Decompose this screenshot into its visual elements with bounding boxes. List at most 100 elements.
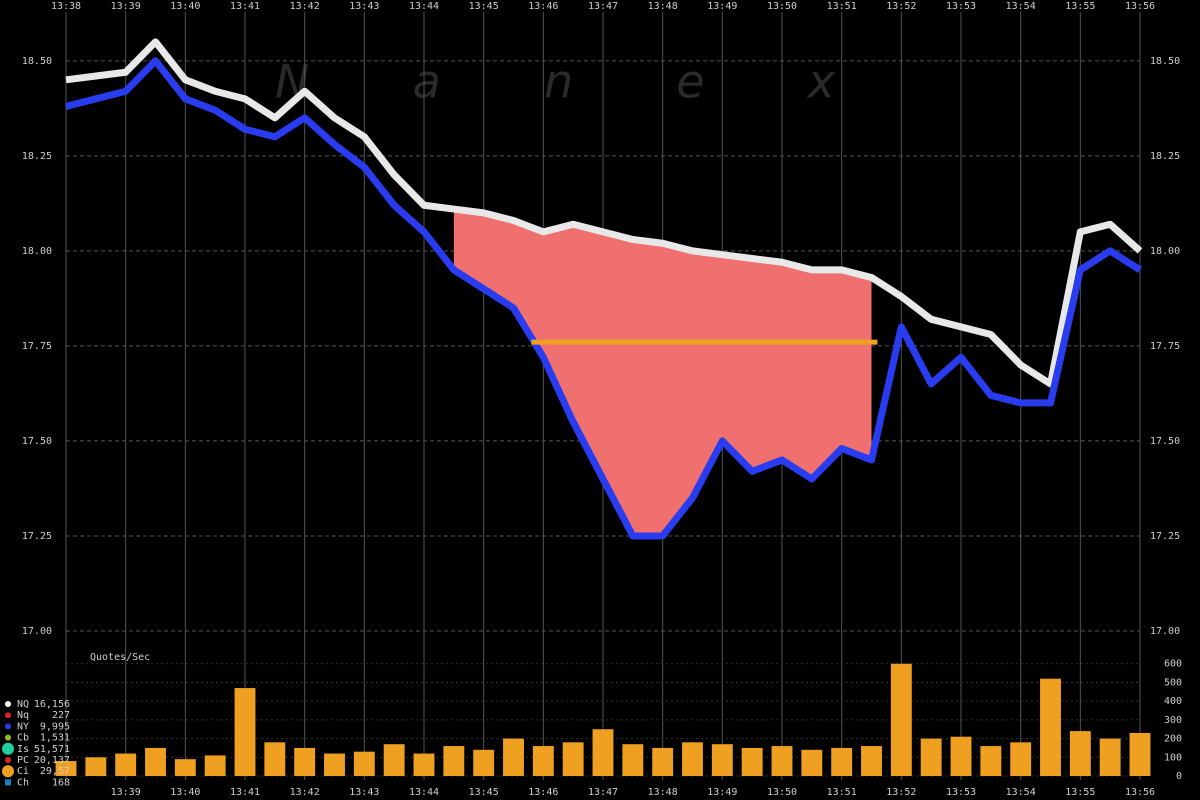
- y-tick-label: 18.25: [22, 151, 52, 162]
- bar: [1010, 742, 1032, 776]
- watermark: N a n e x: [275, 55, 836, 109]
- bar: [861, 746, 882, 776]
- y-tick-label: 17.25: [1150, 531, 1180, 542]
- bar: [294, 747, 316, 776]
- x-tick-label: 13:42: [290, 787, 320, 798]
- x-tick-label: 13:55: [1065, 1, 1095, 12]
- y-tick-label: 18.00: [22, 246, 52, 257]
- bar: [413, 753, 435, 776]
- bar: [711, 744, 733, 776]
- x-tick-label: 13:43: [349, 1, 379, 12]
- x-tick-label: 13:38: [51, 1, 81, 12]
- y-tick-label: 200: [1164, 734, 1182, 745]
- bar: [682, 742, 703, 776]
- legend-marker: [2, 742, 14, 755]
- price-line: [65, 57, 1142, 540]
- legend-label: PC: [17, 755, 29, 766]
- price-line: [65, 38, 1143, 388]
- bar: [801, 749, 823, 776]
- bar: [920, 738, 942, 776]
- band: [453, 209, 872, 536]
- y-tick-label: 300: [1164, 715, 1182, 726]
- bar: [1099, 738, 1121, 776]
- y-tick-label: 18.25: [1150, 151, 1180, 162]
- bar: [890, 663, 912, 776]
- x-tick-label: 13:50: [767, 1, 797, 12]
- bar: [174, 759, 196, 776]
- x-tick-label: 13:48: [648, 1, 678, 12]
- x-tick-label: 13:45: [469, 787, 499, 798]
- legend-marker: [5, 712, 11, 719]
- bar: [473, 749, 495, 776]
- bar: [85, 757, 107, 776]
- x-tick-label: 13:54: [1006, 787, 1036, 798]
- y-tick-label: 17.75: [22, 341, 52, 352]
- legend-marker: [5, 779, 11, 786]
- x-tick-label: 13:56: [1125, 787, 1155, 798]
- legend-label: NQ: [17, 699, 29, 710]
- bar: [503, 738, 524, 776]
- y-tick-label: 18.50: [22, 56, 52, 67]
- bar: [324, 753, 345, 776]
- bar: [741, 747, 763, 776]
- bar: [383, 744, 405, 776]
- y-tick-label: 100: [1164, 752, 1182, 763]
- x-tick-label: 13:39: [111, 787, 141, 798]
- y-tick-label: 17.75: [1150, 341, 1180, 352]
- x-tick-label: 13:51: [827, 787, 857, 798]
- y-tick-label: 0: [1176, 771, 1182, 782]
- bar: [443, 746, 465, 776]
- x-tick-label: 13:47: [588, 787, 618, 798]
- x-tick-label: 13:41: [230, 787, 260, 798]
- bar: [353, 751, 375, 776]
- y-tick-label: 400: [1164, 696, 1182, 707]
- x-tick-label: 13:44: [409, 1, 439, 12]
- y-tick-label: 17.25: [22, 531, 52, 542]
- legend-label: Ch: [17, 777, 29, 788]
- x-tick-label: 13:40: [170, 787, 200, 798]
- legend-count: 29,57: [40, 766, 70, 777]
- y-tick-label: 17.50: [1150, 436, 1180, 447]
- x-tick-label: 13:40: [170, 1, 200, 12]
- bar: [831, 747, 853, 776]
- x-tick-label: 13:47: [588, 1, 618, 12]
- bar: [592, 729, 614, 776]
- legend-count: 227: [52, 710, 70, 721]
- x-tick-label: 13:53: [946, 787, 976, 798]
- legend-count: 20,137: [34, 755, 70, 766]
- x-tick-label: 13:49: [707, 787, 737, 798]
- bar: [562, 742, 584, 776]
- y-tick-label: 17.00: [22, 626, 52, 637]
- legend-label: Is: [17, 744, 29, 755]
- x-tick-label: 13:41: [230, 1, 260, 12]
- x-tick-label: 13:44: [409, 787, 439, 798]
- legend-count: 9,995: [40, 721, 70, 732]
- x-tick-label: 13:56: [1125, 1, 1155, 12]
- y-tick-label: 18.00: [1150, 246, 1180, 257]
- legend-label: NY: [17, 721, 29, 732]
- x-tick-label: 13:46: [528, 787, 558, 798]
- bar: [652, 747, 674, 776]
- legend-label: Nq: [17, 710, 29, 721]
- bar: [234, 688, 256, 776]
- bar: [115, 753, 137, 776]
- x-tick-label: 13:51: [827, 1, 857, 12]
- x-tick-label: 13:48: [648, 787, 678, 798]
- x-tick-label: 13:46: [528, 1, 558, 12]
- legend-marker: [5, 701, 11, 707]
- bar: [1040, 678, 1061, 776]
- x-tick-label: 13:49: [707, 1, 737, 12]
- bar: [532, 746, 554, 776]
- y-tick-label: 500: [1164, 677, 1182, 688]
- x-tick-label: 13:54: [1006, 1, 1036, 12]
- bar: [1129, 732, 1151, 776]
- bar: [771, 746, 793, 776]
- y-tick-label: 17.00: [1150, 626, 1180, 637]
- x-tick-label: 13:53: [946, 1, 976, 12]
- bar: [950, 736, 972, 776]
- x-tick-label: 13:45: [469, 1, 499, 12]
- x-tick-label: 13:43: [349, 787, 379, 798]
- x-tick-label: 13:39: [111, 1, 141, 12]
